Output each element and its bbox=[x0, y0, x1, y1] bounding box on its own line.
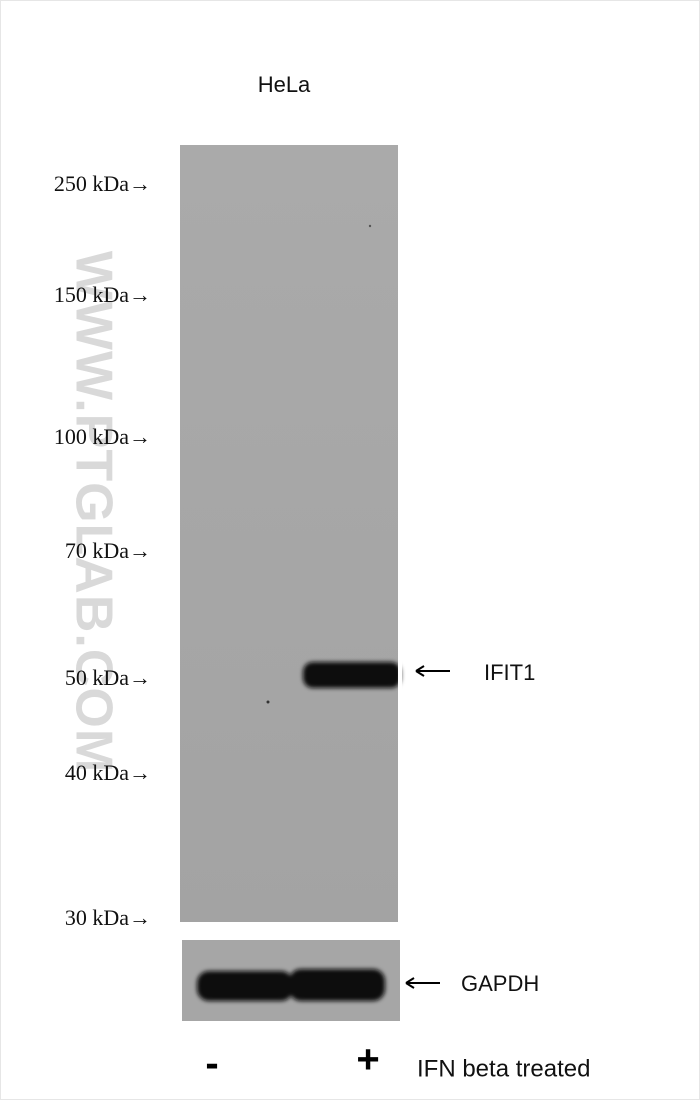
marker-label: 40 kDa→ bbox=[65, 760, 151, 785]
marker-label: 30 kDa→ bbox=[65, 905, 151, 930]
sample-label: HeLa bbox=[258, 72, 311, 97]
treatment-label: IFN beta treated bbox=[417, 1055, 590, 1082]
lane-label: - bbox=[205, 1042, 218, 1086]
speck bbox=[266, 700, 270, 704]
lane-label: + bbox=[356, 1038, 379, 1082]
blot-edge bbox=[398, 650, 402, 700]
marker-label: 250 kDa→ bbox=[54, 171, 151, 196]
watermark: WWW.PTGLAB.COM bbox=[64, 251, 122, 773]
band-label: GAPDH bbox=[461, 971, 539, 996]
band-label: IFIT1 bbox=[484, 660, 535, 685]
speck bbox=[368, 224, 372, 228]
band-arrows bbox=[405, 665, 450, 989]
marker-label: 70 kDa→ bbox=[65, 538, 151, 563]
marker-label: 150 kDa→ bbox=[54, 282, 151, 307]
gapdh-bands bbox=[197, 969, 385, 1001]
ifit1-band bbox=[303, 662, 401, 688]
marker-label: 50 kDa→ bbox=[65, 665, 151, 690]
marker-label: 100 kDa→ bbox=[54, 424, 151, 449]
main-blot bbox=[180, 145, 398, 922]
